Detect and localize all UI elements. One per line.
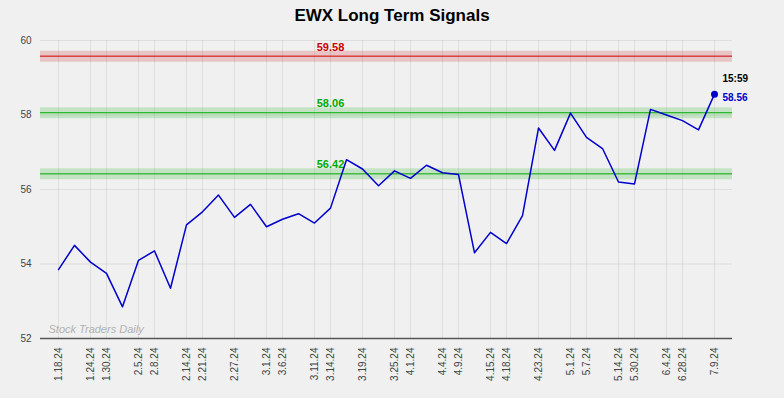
svg-text:4.15.24: 4.15.24	[485, 347, 496, 381]
svg-text:56: 56	[20, 184, 32, 195]
svg-text:4.1.24: 4.1.24	[405, 347, 416, 375]
svg-text:52: 52	[20, 333, 32, 344]
html-text:EWX Long Term Signals: EWX Long Term Signals	[294, 6, 490, 25]
svg-text:5.1.24: 5.1.24	[565, 347, 576, 375]
svg-text:2.21.24: 2.21.24	[197, 347, 208, 381]
svg-text:3.14.24: 3.14.24	[325, 347, 336, 381]
svg-text:4.9.24: 4.9.24	[453, 347, 464, 375]
svg-text:6.4.24: 6.4.24	[661, 347, 672, 375]
svg-text:2.8.24: 2.8.24	[149, 347, 160, 375]
svg-text:2.14.24: 2.14.24	[181, 347, 192, 381]
svg-text:2.27.24: 2.27.24	[229, 347, 240, 381]
svg-text:1.18.24: 1.18.24	[53, 347, 64, 381]
svg-text:15:59: 15:59	[723, 73, 749, 84]
svg-text:Stock Traders Daily: Stock Traders Daily	[49, 323, 146, 335]
svg-text:3.1.24: 3.1.24	[261, 347, 272, 375]
svg-text:5.30.24: 5.30.24	[629, 347, 640, 381]
svg-text:58.56: 58.56	[723, 92, 748, 103]
svg-text:3.6.24: 3.6.24	[277, 347, 288, 375]
svg-text:3.25.24: 3.25.24	[389, 347, 400, 381]
svg-text:6.28.24: 6.28.24	[677, 347, 688, 381]
svg-text:58: 58	[20, 109, 32, 120]
svg-text:54: 54	[20, 258, 32, 269]
svg-text:59.58: 59.58	[317, 41, 345, 53]
svg-text:3.19.24: 3.19.24	[357, 347, 368, 381]
svg-text:60: 60	[20, 35, 32, 46]
svg-text:5.14.24: 5.14.24	[613, 347, 624, 381]
svg-text:58.06: 58.06	[317, 97, 345, 109]
svg-text:56.42: 56.42	[317, 158, 345, 170]
svg-text:3.11.24: 3.11.24	[309, 347, 320, 380]
svg-text:2.5.24: 2.5.24	[133, 347, 144, 375]
svg-text:1.24.24: 1.24.24	[85, 347, 96, 381]
svg-text:4.23.24: 4.23.24	[533, 347, 544, 381]
svg-text:4.4.24: 4.4.24	[437, 347, 448, 375]
svg-text:7.9.24: 7.9.24	[709, 347, 720, 375]
svg-text:5.7.24: 5.7.24	[581, 347, 592, 375]
svg-text:1.30.24: 1.30.24	[101, 347, 112, 381]
svg-text:4.18.24: 4.18.24	[501, 347, 512, 381]
